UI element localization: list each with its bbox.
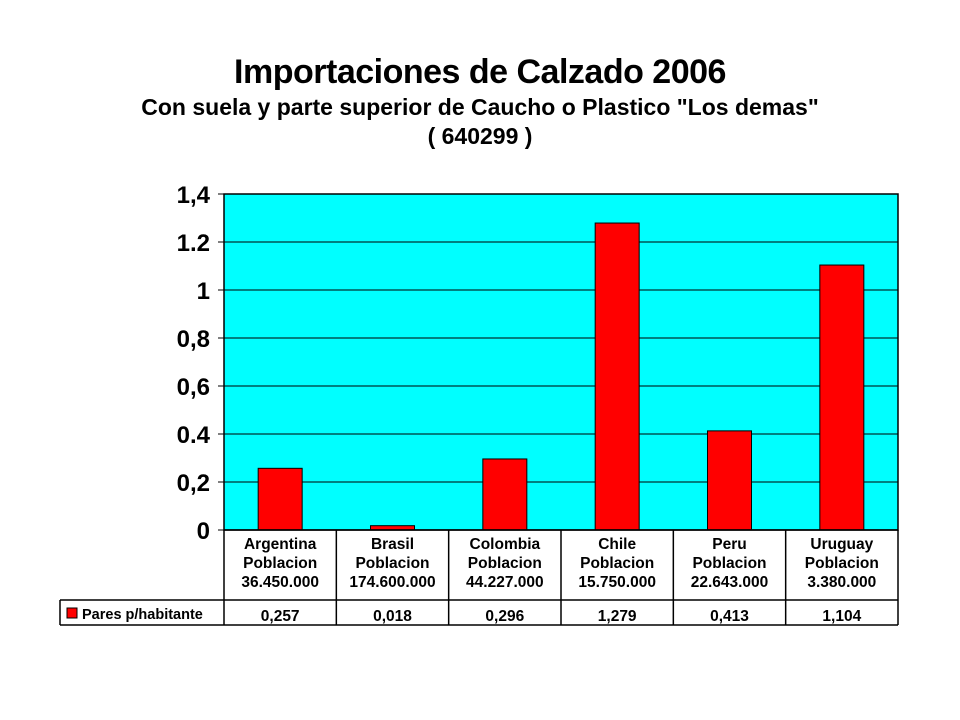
category-label: 174.600.000 [349, 574, 435, 591]
category-label: Poblacion [805, 555, 879, 572]
bar [482, 458, 528, 531]
category-label: Poblacion [243, 555, 317, 572]
value-label: 0,257 [261, 608, 300, 625]
y-tick-label: 0,2 [177, 470, 210, 497]
bar [707, 430, 752, 531]
y-tick-label: 0 [197, 518, 210, 545]
category-label: Peru [712, 536, 746, 553]
chart-title-block: Importaciones de Calzado 2006 Con suela … [0, 52, 960, 150]
chart-subtitle: Con suela y parte superior de Caucho o P… [141, 94, 819, 120]
chart-subtitle-code: ( 640299 ) [427, 123, 533, 149]
category-label: Chile [598, 536, 636, 553]
chart-title: Importaciones de Calzado 2006 [234, 53, 726, 91]
bar [819, 264, 865, 531]
category-label: Poblacion [355, 555, 429, 572]
category-label: Colombia [470, 536, 541, 553]
legend-label: Pares p/habitante [82, 607, 203, 623]
legend-swatch [66, 607, 78, 619]
bar [257, 467, 303, 531]
y-tick-label: 1.2 [177, 230, 210, 257]
category-label: Poblacion [468, 555, 542, 572]
category-label: 44.227.000 [466, 574, 544, 591]
category-label: Poblacion [692, 555, 766, 572]
y-tick-label: 0,8 [177, 326, 210, 353]
category-label: 15.750.000 [578, 574, 656, 591]
category-label: Argentina [244, 536, 317, 553]
value-label: 0,018 [373, 608, 412, 625]
value-label: 0,296 [485, 608, 524, 625]
category-label: Poblacion [580, 555, 654, 572]
y-tick-label: 1 [197, 278, 210, 305]
category-label: Brasil [371, 536, 414, 553]
bar [594, 222, 640, 531]
value-label: 0,413 [710, 608, 749, 625]
y-tick-label: 0,6 [177, 374, 210, 401]
plot-area [224, 194, 898, 530]
category-label: Uruguay [810, 536, 873, 553]
category-label: 3.380.000 [807, 574, 876, 591]
value-label: 1,279 [598, 608, 637, 625]
category-label: 22.643.000 [691, 574, 769, 591]
y-tick-label: 0.4 [177, 422, 211, 449]
value-label: 1,104 [822, 608, 861, 625]
category-label: 36.450.000 [241, 574, 319, 591]
y-tick-label: 1,4 [177, 182, 211, 209]
